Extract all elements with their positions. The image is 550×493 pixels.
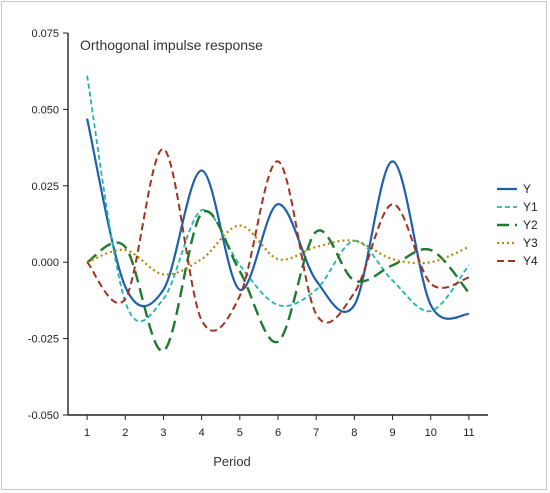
x-tick-label: 6 [275, 427, 281, 439]
y-tick-label: 0.000 [31, 257, 59, 269]
series-line-y1 [86, 75, 470, 323]
series-line-y4 [86, 148, 470, 332]
x-tick-label: 3 [160, 427, 166, 439]
x-tick-label: 5 [237, 427, 243, 439]
x-tick-label: 7 [313, 427, 319, 439]
x-tick-label: 11 [463, 427, 474, 439]
y-tick-label: -0.050 [28, 410, 59, 422]
axes: -0.050 -0.025 0.000 0.025 0.050 0.075 1 2 3 4 5 6 7 8… [28, 28, 488, 439]
y-tick-label: -0.025 [28, 334, 59, 346]
legend-label-y4: Y4 [523, 254, 538, 268]
legend-label-y: Y [523, 182, 531, 196]
legend-label-y2: Y2 [523, 218, 538, 232]
legend: Y Y1 Y2 Y3 Y4 [497, 182, 538, 268]
y-tick-label: 0.025 [31, 181, 59, 193]
x-tick-label: 2 [122, 427, 128, 439]
x-tick-label: 1 [84, 427, 90, 439]
x-tick-label: 10 [425, 427, 437, 439]
y-tick-label: 0.075 [31, 28, 59, 40]
series-line-y3 [86, 224, 470, 276]
x-tick-label: 8 [351, 427, 357, 439]
legend-label-y3: Y3 [523, 236, 538, 250]
legend-label-y1: Y1 [523, 200, 538, 214]
x-axis-title: Period [213, 454, 251, 469]
x-tick-label: 4 [199, 427, 205, 439]
series-lines [86, 75, 470, 353]
series-line-y2 [86, 209, 470, 353]
series-line-y [86, 118, 470, 320]
x-tick-label: 9 [389, 427, 395, 439]
chart-title: Orthogonal impulse response [80, 37, 263, 53]
y-tick-label: 0.050 [31, 104, 59, 116]
